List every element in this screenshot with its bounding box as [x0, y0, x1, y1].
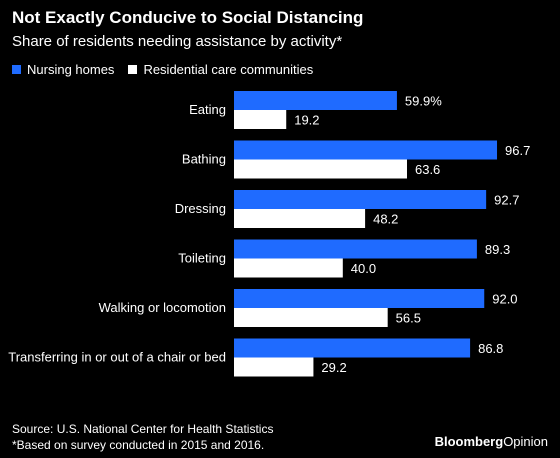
source-note: Source: U.S. National Center for Health … [12, 422, 274, 436]
bar-nursing-homes-toileting [234, 239, 477, 259]
category-label-transferring-in-or-out-of-a-chair-or-bed: Transferring in or out of a chair or bed [8, 350, 226, 365]
value-label-nursing-homes-eating: 59.9% [405, 94, 442, 109]
survey-footnote: *Based on survey conducted in 2015 and 2… [12, 438, 265, 452]
value-label-nursing-homes-transferring-in-or-out-of-a-chair-or-bed: 86.8 [478, 341, 503, 356]
bar-residential-care-communities-dressing [234, 209, 366, 228]
brand-bold: Bloomberg [434, 434, 504, 449]
value-label-nursing-homes-bathing: 96.7 [505, 143, 530, 158]
bar-nursing-homes-transferring-in-or-out-of-a-chair-or-bed [234, 338, 471, 358]
chart-title: Not Exactly Conducive to Social Distanci… [12, 8, 364, 27]
value-label-residential-care-communities-transferring-in-or-out-of-a-chair-or-bed: 29.2 [321, 360, 346, 375]
bar-nursing-homes-dressing [234, 190, 487, 209]
bar-residential-care-communities-walking-or-locomotion [234, 308, 388, 327]
legend-swatch-nursing-homes [12, 65, 21, 74]
category-label-eating: Eating [189, 102, 226, 117]
bar-nursing-homes-eating [234, 91, 397, 110]
legend-swatch-residential-care [128, 65, 138, 74]
value-label-nursing-homes-walking-or-locomotion: 92.0 [492, 292, 517, 307]
value-label-residential-care-communities-dressing: 48.2 [373, 212, 398, 227]
legend-label-nursing-homes: Nursing homes [27, 62, 115, 77]
footer-notes: Source: U.S. National Center for Health … [12, 421, 273, 453]
legend-item-residential-care: Residential care communities [128, 62, 313, 77]
value-label-residential-care-communities-bathing: 63.6 [415, 162, 440, 177]
bloomberg-opinion-logo: BloombergOpinion [435, 434, 548, 449]
bar-nursing-homes-bathing [234, 140, 498, 160]
bar-residential-care-communities-toileting [234, 258, 343, 278]
value-label-residential-care-communities-eating: 19.2 [294, 113, 319, 128]
legend: Nursing homes Residential care communiti… [12, 62, 327, 77]
legend-label-residential-care: Residential care communities [143, 62, 314, 77]
brand-light: Opinion [503, 434, 548, 449]
value-label-nursing-homes-dressing: 92.7 [494, 193, 519, 208]
chart-subtitle: Share of residents needing assistance by… [12, 33, 343, 50]
category-label-dressing: Dressing [175, 201, 226, 216]
value-label-nursing-homes-toileting: 89.3 [485, 242, 510, 257]
bar-residential-care-communities-eating [234, 110, 287, 129]
category-label-bathing: Bathing [182, 152, 226, 167]
legend-item-nursing-homes: Nursing homes [12, 62, 114, 77]
bar-nursing-homes-walking-or-locomotion [234, 289, 485, 308]
category-label-walking-or-locomotion: Walking or locomotion [99, 300, 226, 315]
bar-residential-care-communities-transferring-in-or-out-of-a-chair-or-bed [234, 357, 314, 377]
bar-residential-care-communities-bathing [234, 159, 407, 179]
category-label-toileting: Toileting [178, 251, 226, 266]
value-label-residential-care-communities-walking-or-locomotion: 56.5 [396, 311, 421, 326]
value-label-residential-care-communities-toileting: 40.0 [351, 261, 376, 276]
